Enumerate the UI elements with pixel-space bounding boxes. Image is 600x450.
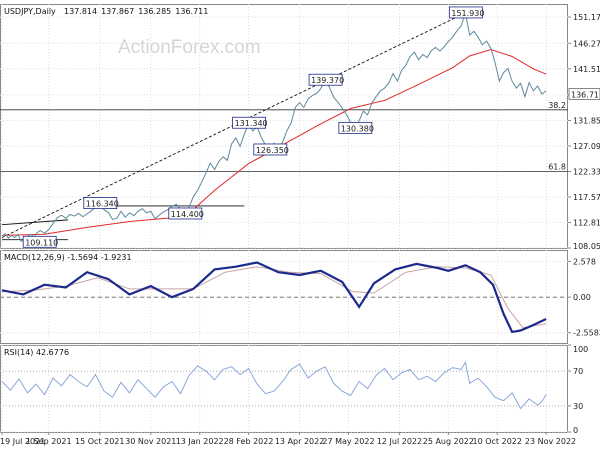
x-tick-label-4: 13 Jan 2022 — [176, 437, 224, 446]
x-tick-label-3: 30 Nov 2021 — [125, 437, 176, 446]
pane-frame — [0, 345, 568, 433]
ohlc-low: 136.285 — [138, 7, 171, 16]
y-tick-label-2: -2.5583 — [573, 329, 600, 338]
price-label-box-6 — [338, 121, 373, 134]
y-tick-label-1: 0.00 — [573, 293, 591, 302]
price-label-box-4 — [253, 143, 288, 156]
x-tick-label-6: 13 Apr 2022 — [275, 437, 324, 446]
pane-title: MACD(12,26,9) -1.5694 -1.9231 — [4, 253, 132, 262]
price-label-box-3 — [232, 116, 266, 129]
price-label-box-0 — [22, 235, 57, 248]
y-tick-label-7: 141.510 — [573, 65, 600, 74]
y-tick-label-0: 108.050 — [573, 242, 600, 251]
x-tick-label-7: 27 May 2022 — [322, 437, 374, 446]
fib-label-1: 61.8 — [548, 163, 566, 172]
price-label-4: 126.350 — [256, 146, 289, 155]
y-tick-label-9: 151.170 — [573, 13, 600, 22]
last-price-label: 136.711 — [571, 90, 600, 99]
price-label-box-2 — [168, 207, 203, 220]
x-tick-label-10: 10 Oct 2022 — [473, 437, 522, 446]
price-label-box-1 — [83, 197, 118, 209]
pane-title: RSI(14) 42.6776 — [4, 348, 69, 357]
x-tick-label-8: 12 Jul 2022 — [377, 437, 422, 446]
watermark: ActionForex.com — [118, 37, 261, 58]
x-tick-label-1: 1 Sep 2021 — [26, 437, 72, 446]
pane-title: USDJPY,Daily — [4, 7, 56, 16]
y-tick-label-3: 0 — [573, 426, 578, 435]
price-label-3: 131.340 — [235, 119, 268, 128]
macd-line — [1, 261, 547, 334]
macd-pane: 2.578 0.00 -2.5583 MACD(12,26,9) -1.5694 -1… — [0, 250, 600, 344]
price-pane: 108.050 112.810 117.570 122.330 127.090 131.8… — [0, 4, 600, 251]
ohlc-close: 136.711 — [175, 7, 208, 16]
price-label-0: 109.110 — [25, 238, 58, 247]
y-tick-label-0: 2.578 — [573, 257, 596, 266]
price-label-box-7 — [448, 6, 483, 19]
pane-frame — [0, 4, 568, 249]
x-tick-label-2: 15 Oct 2021 — [75, 437, 124, 446]
rsi-line — [1, 361, 547, 410]
y-tick-label-5: 131.850 — [573, 117, 600, 126]
ohlc-values: 137.814 137.867 136.285 136.711 — [64, 7, 208, 16]
ohlc-open: 137.814 — [64, 7, 97, 16]
y-tick-label-2: 117.570 — [573, 193, 600, 202]
y-tick-label-0: 100 — [573, 345, 588, 354]
x-tick-label-11: 23 Nov 2022 — [525, 437, 576, 446]
price-label-5: 139.370 — [311, 76, 344, 85]
y-tick-label-3: 122.330 — [573, 168, 600, 177]
price-label-7: 151.930 — [451, 9, 484, 18]
ohlc-high: 137.867 — [101, 7, 134, 16]
y-tick-label-2: 30 — [573, 402, 583, 411]
price-label-6: 130.380 — [341, 124, 374, 133]
price-label-box-5 — [308, 73, 343, 86]
range-line-top — [1, 219, 68, 226]
x-tick-label-0: 19 Jul 2021 — [0, 437, 45, 446]
price-label-1: 116.340 — [86, 200, 119, 209]
last-price-box — [568, 88, 600, 100]
y-tick-label-1: 112.810 — [573, 219, 600, 228]
y-tick-label-1: 70 — [573, 367, 583, 376]
y-tick-label-4: 127.090 — [573, 142, 600, 151]
rsi-pane: 100 70 30 0 RSI(14) 42.6776 — [0, 344, 588, 435]
fib-label-0: 38.2 — [548, 101, 566, 110]
x-tick-label-5: 28 Feb 2022 — [224, 437, 274, 446]
x-tick-label-9: 25 Aug 2022 — [423, 437, 474, 446]
price-label-2: 114.400 — [171, 210, 204, 219]
y-tick-label-8: 146.270 — [573, 39, 600, 48]
